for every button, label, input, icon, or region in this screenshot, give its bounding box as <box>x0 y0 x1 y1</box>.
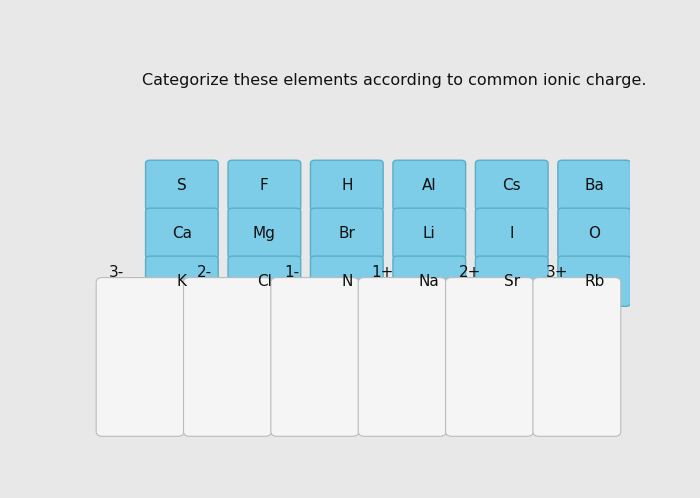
FancyBboxPatch shape <box>311 160 383 211</box>
Text: Sr: Sr <box>504 274 520 289</box>
Text: 1+: 1+ <box>371 265 393 280</box>
FancyBboxPatch shape <box>146 160 218 211</box>
Text: 2+: 2+ <box>458 265 481 280</box>
Text: Ca: Ca <box>172 226 192 241</box>
FancyBboxPatch shape <box>358 277 446 436</box>
FancyBboxPatch shape <box>311 256 383 306</box>
FancyBboxPatch shape <box>228 160 301 211</box>
FancyBboxPatch shape <box>393 256 466 306</box>
Text: Cs: Cs <box>503 178 521 193</box>
Text: Na: Na <box>419 274 440 289</box>
Text: F: F <box>260 178 269 193</box>
Text: H: H <box>341 178 353 193</box>
Text: 3+: 3+ <box>546 265 568 280</box>
Text: N: N <box>341 274 353 289</box>
FancyBboxPatch shape <box>96 277 184 436</box>
FancyBboxPatch shape <box>558 160 631 211</box>
Text: 1-: 1- <box>284 265 299 280</box>
FancyBboxPatch shape <box>393 208 466 258</box>
FancyBboxPatch shape <box>228 256 301 306</box>
Text: Li: Li <box>423 226 435 241</box>
Text: K: K <box>177 274 187 289</box>
FancyBboxPatch shape <box>183 277 272 436</box>
Text: Al: Al <box>422 178 437 193</box>
FancyBboxPatch shape <box>475 256 548 306</box>
Text: I: I <box>510 226 514 241</box>
FancyBboxPatch shape <box>311 208 383 258</box>
Text: S: S <box>177 178 187 193</box>
FancyBboxPatch shape <box>533 277 621 436</box>
FancyBboxPatch shape <box>475 208 548 258</box>
FancyBboxPatch shape <box>446 277 533 436</box>
FancyBboxPatch shape <box>558 256 631 306</box>
Text: 3-: 3- <box>109 265 125 280</box>
FancyBboxPatch shape <box>271 277 358 436</box>
FancyBboxPatch shape <box>228 208 301 258</box>
FancyBboxPatch shape <box>146 208 218 258</box>
Text: Categorize these elements according to common ionic charge.: Categorize these elements according to c… <box>142 73 646 88</box>
FancyBboxPatch shape <box>475 160 548 211</box>
FancyBboxPatch shape <box>146 256 218 306</box>
Text: Rb: Rb <box>584 274 604 289</box>
Text: O: O <box>588 226 600 241</box>
Text: Br: Br <box>338 226 356 241</box>
FancyBboxPatch shape <box>558 208 631 258</box>
FancyBboxPatch shape <box>393 160 466 211</box>
Text: Ba: Ba <box>584 178 604 193</box>
Text: Mg: Mg <box>253 226 276 241</box>
Text: Cl: Cl <box>257 274 272 289</box>
Text: 2-: 2- <box>197 265 211 280</box>
